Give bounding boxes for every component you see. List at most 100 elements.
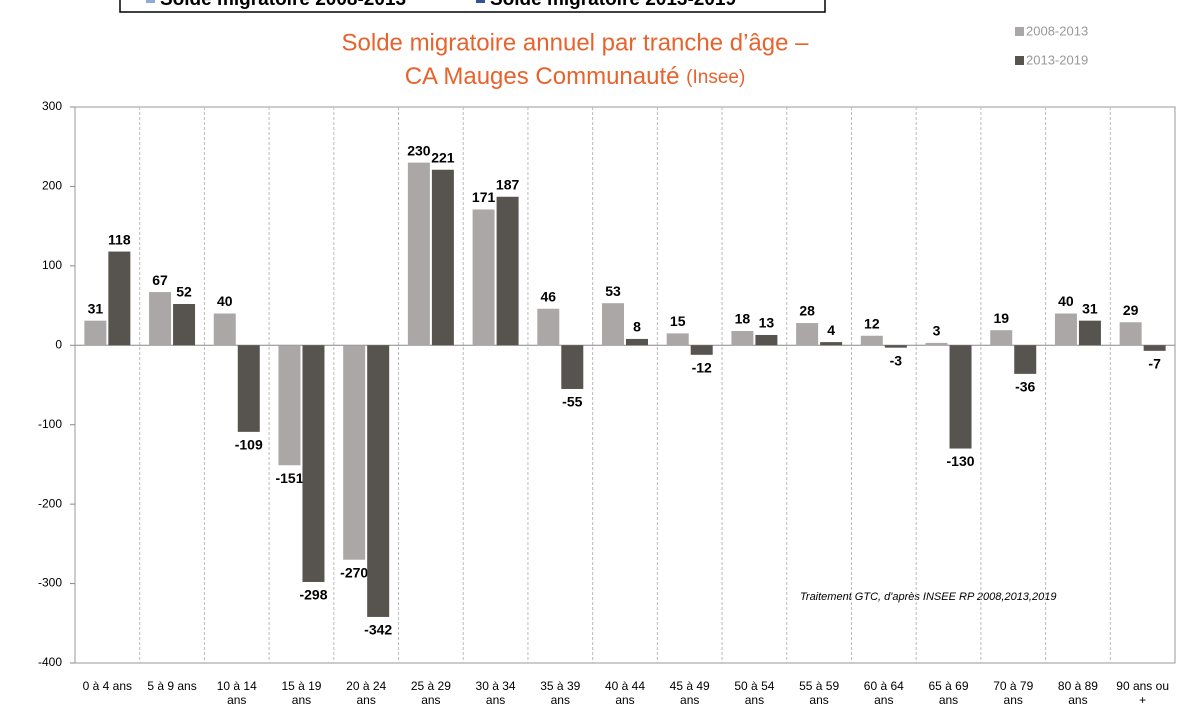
bar	[278, 345, 301, 466]
bar	[1014, 345, 1037, 374]
bar	[407, 162, 430, 346]
data-label: -55	[562, 394, 582, 410]
x-tick-label: 80 à 89 ans	[1057, 679, 1098, 707]
y-tick-label: -400	[38, 655, 62, 669]
y-tick-label: -100	[38, 417, 62, 431]
data-label: 40	[217, 293, 233, 309]
data-label: 18	[735, 311, 751, 327]
top-legend-box	[119, 0, 826, 13]
annotation: Traitement GTC, d'après INSEE RP 2008,20…	[800, 591, 1056, 603]
data-label: -130	[947, 453, 975, 469]
bar	[431, 169, 454, 346]
x-tick-label: 30 à 34 ans	[475, 679, 516, 707]
legend-label: Solde migratoire 2008-2013	[160, 0, 406, 10]
bar	[796, 323, 819, 346]
x-tick-label: 10 à 14 ans	[216, 679, 257, 707]
data-label: 53	[605, 283, 621, 299]
bar	[666, 333, 689, 346]
bar	[1054, 313, 1077, 346]
data-label: 29	[1123, 302, 1139, 318]
bar	[472, 209, 495, 346]
x-tick-label: 25 à 29 ans	[410, 679, 451, 707]
bar	[561, 345, 584, 389]
bar	[1143, 345, 1166, 351]
data-label: 4	[827, 322, 835, 338]
bar	[990, 330, 1013, 346]
x-tick-label: 20 à 24 ans	[346, 679, 387, 707]
data-label: 19	[993, 310, 1009, 326]
data-label: -270	[340, 564, 368, 580]
data-label: 40	[1058, 293, 1074, 309]
x-tick-label: 55 à 59 ans	[799, 679, 840, 707]
x-tick-label: 50 à 54 ans	[734, 679, 775, 707]
x-tick-label: 40 à 44 ans	[604, 679, 646, 707]
legend-label: 2008-2013	[1026, 23, 1088, 38]
data-label: -298	[299, 587, 327, 603]
bar	[755, 334, 778, 346]
x-tick-label: 60 à 64 ans	[863, 679, 904, 707]
bar	[173, 303, 196, 346]
data-label: 67	[152, 272, 168, 288]
bar	[108, 251, 131, 346]
bar	[149, 292, 172, 346]
bar	[602, 303, 624, 346]
bar	[690, 345, 713, 355]
x-tick-label: 35 à 39 ans	[540, 679, 581, 707]
chart-title: CA Mauges Communauté (Insee)	[405, 63, 746, 90]
bar	[731, 330, 754, 346]
legend-swatch	[1015, 27, 1024, 36]
chart-title: Solde migratoire annuel par tranche d’âg…	[342, 29, 810, 56]
y-tick-label: 0	[55, 337, 62, 351]
data-label: 230	[407, 142, 431, 158]
plot-frame	[74, 106, 1176, 664]
x-tick-label: 90 ans ou +	[1116, 679, 1169, 707]
y-tick-label: 300	[42, 99, 62, 113]
bar	[367, 345, 390, 617]
bar	[302, 345, 325, 582]
bar	[213, 313, 236, 346]
title-note: (Insee)	[686, 67, 745, 88]
data-label: 8	[633, 319, 641, 335]
data-label: 221	[431, 149, 455, 165]
data-label: -342	[364, 622, 392, 638]
x-tick-label: 65 à 69 ans	[928, 679, 969, 707]
data-label: -151	[275, 470, 303, 486]
bar	[1119, 322, 1142, 346]
data-label: 15	[670, 313, 686, 329]
y-tick-label: 200	[42, 179, 62, 193]
data-label: -12	[692, 360, 712, 376]
data-label: 31	[1082, 300, 1098, 316]
data-label: 187	[496, 176, 520, 192]
data-label: -36	[1015, 379, 1035, 395]
data-label: 52	[176, 284, 192, 300]
data-label: 118	[108, 231, 131, 247]
bar	[343, 345, 366, 560]
legend-swatch	[146, 0, 155, 3]
y-tick-label: 100	[42, 258, 62, 272]
y-tick-label: -300	[38, 576, 62, 590]
data-label: 13	[759, 315, 775, 331]
bar	[84, 320, 107, 346]
data-label: -3	[890, 352, 903, 368]
data-label: 46	[541, 288, 557, 304]
legend-swatch	[476, 0, 485, 3]
legend-label: Solde migratoire 2013-2019	[490, 0, 736, 10]
data-label: 28	[799, 303, 815, 319]
bar	[820, 342, 843, 346]
x-tick-label: 15 à 19 ans	[281, 679, 322, 707]
bar	[626, 338, 648, 346]
spacer	[176, 100, 896, 101]
bar	[537, 308, 560, 346]
bar	[949, 345, 972, 449]
data-label: 31	[88, 300, 104, 316]
x-tick-label: 0 à 4 ans	[82, 679, 133, 693]
data-label: 171	[472, 189, 496, 205]
data-label: -109	[235, 437, 263, 453]
data-label: 3	[933, 323, 941, 339]
bar	[860, 335, 883, 346]
x-tick-label: 45 à 49 ans	[669, 679, 710, 707]
legend-swatch	[1015, 56, 1024, 65]
y-tick-label: -200	[38, 496, 62, 510]
